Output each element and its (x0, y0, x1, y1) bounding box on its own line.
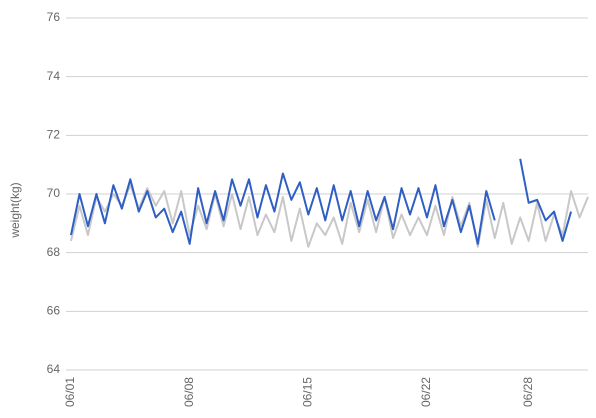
x-tick-label: 06/15 (300, 377, 314, 407)
y-tick-label: 76 (47, 10, 61, 24)
y-tick-label: 72 (47, 128, 61, 142)
y-tick-label: 74 (47, 69, 61, 83)
y-tick-label: 70 (47, 186, 61, 200)
y-tick-label: 64 (47, 362, 61, 376)
data-line (70, 184, 589, 248)
y-axis-label: weight(kg) (8, 182, 22, 238)
y-tick-label: 66 (47, 304, 61, 318)
x-tick-label: 06/22 (419, 377, 433, 407)
data-line (70, 158, 573, 245)
x-tick-label: 06/01 (63, 377, 77, 407)
x-tick-label: 06/28 (521, 377, 535, 407)
x-tick-label: 06/08 (182, 377, 196, 407)
y-tick-label: 68 (47, 245, 61, 259)
